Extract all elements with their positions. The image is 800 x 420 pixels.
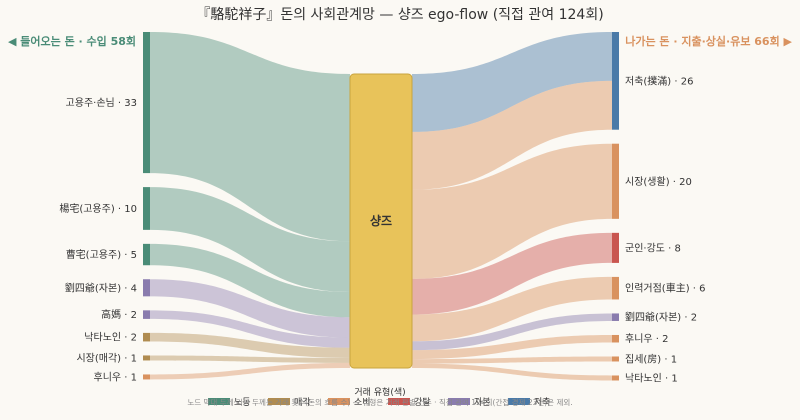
outflow-node: [612, 143, 619, 219]
outflow-label: 인력거점(車主) · 6: [625, 282, 706, 295]
inflow-label: 高媽 · 2: [101, 308, 137, 321]
outflow-ribbon: [412, 276, 612, 342]
inflow-node: [143, 187, 150, 230]
inflow-node: [143, 243, 150, 266]
outflow-label: 후니우 · 2: [625, 333, 669, 345]
left-heading: ◀ 들어오는 돈 · 수입 58회: [8, 34, 136, 48]
legend-title: 거래 유형(색): [354, 387, 405, 398]
inflow-ribbon: [150, 243, 350, 318]
footnote: 노드 막대 두께·리본 두께는 거래 횟수(돈의 흐름 수) — 유형은 거래 …: [187, 397, 572, 407]
legend-label: 노동: [234, 397, 251, 408]
inflow-ribbon: [150, 32, 350, 242]
inflow-node: [143, 310, 150, 319]
inflow-node: [143, 355, 150, 361]
legend-swatch: [448, 398, 470, 405]
outflow-ribbon: [412, 356, 612, 364]
center-node: [349, 73, 413, 369]
outflow-node: [612, 232, 619, 263]
inflow-ribbon: [150, 332, 350, 358]
inflow-node: [143, 32, 150, 174]
outflow-node: [612, 313, 619, 321]
center-node-label: 샹즈: [370, 213, 392, 228]
legend-label: 소비: [354, 397, 371, 408]
inflow-ribbon: [150, 310, 350, 348]
outflow-node: [612, 356, 619, 362]
outflow-label: 劉四爺(자본) · 2: [625, 311, 697, 324]
ribbon-layer: [150, 32, 612, 381]
legend-swatch: [328, 398, 350, 405]
inflow-ribbon: [150, 279, 350, 338]
inflow-ribbon: [150, 355, 350, 363]
legend: 노동 매각 소비 강탈 자본 저축: [208, 396, 551, 408]
legend-swatch: [268, 398, 290, 405]
outflow-node: [612, 334, 619, 343]
outflow-ribbon: [412, 232, 612, 315]
outflow-ribbon: [412, 80, 612, 190]
outflow-label: 낙타노인 · 1: [625, 372, 678, 384]
outflow-label: 집세(房) · 1: [625, 352, 677, 365]
legend-swatch: [508, 398, 530, 405]
inflow-label: 劉四爺(자본) · 4: [65, 281, 137, 294]
chart-title: 『駱駝祥子』돈의 사회관계망 — 샹즈 ego-flow (직접 관여 124회…: [196, 7, 603, 23]
inflow-label: 고용주·손님 · 33: [66, 97, 137, 109]
inflow-label: 시장(매각) · 1: [76, 352, 137, 364]
outflow-ribbon: [412, 334, 612, 360]
outflow-node: [612, 276, 619, 300]
legend-swatch: [208, 398, 230, 405]
legend-label: 저축: [534, 397, 551, 408]
inflow-label: 楊宅(고용주) · 10: [59, 202, 137, 215]
inflow-node: [143, 279, 150, 297]
inflow-node: [143, 332, 150, 342]
outflow-label: 저축(撲滿) · 26: [625, 74, 693, 87]
inflow-label: 후니우 · 1: [94, 371, 138, 383]
outflow-node: [612, 32, 619, 130]
inflow-ribbon: [150, 187, 350, 292]
outflow-ribbon: [412, 363, 612, 381]
legend-label: 자본: [474, 397, 491, 408]
legend-label: 매각: [294, 396, 311, 408]
inflow-node: [143, 374, 150, 380]
right-heading: 나가는 돈 · 지출·상실·유보 66회 ▶: [625, 34, 792, 48]
label-layer: 샹즈 고용주·손님 · 33 楊宅(고용주) · 10 曹宅(고용주) · 5 劉四爺(…: [59, 74, 705, 384]
outflow-node: [612, 375, 619, 381]
outflow-label: 군인·강도 · 8: [625, 242, 681, 254]
inflow-ribbon: [150, 362, 350, 380]
inflow-label: 낙타노인 · 2: [84, 332, 137, 344]
legend-swatch: [388, 398, 410, 405]
inflow-label: 曹宅(고용주) · 5: [66, 248, 137, 261]
outflow-label: 시장(생활) · 20: [625, 175, 692, 188]
outflow-ribbon: [412, 313, 612, 351]
node-layer: [143, 32, 619, 381]
outflow-ribbon: [412, 143, 612, 279]
legend-label: 강탈: [414, 397, 431, 408]
outflow-ribbon: [412, 32, 612, 132]
